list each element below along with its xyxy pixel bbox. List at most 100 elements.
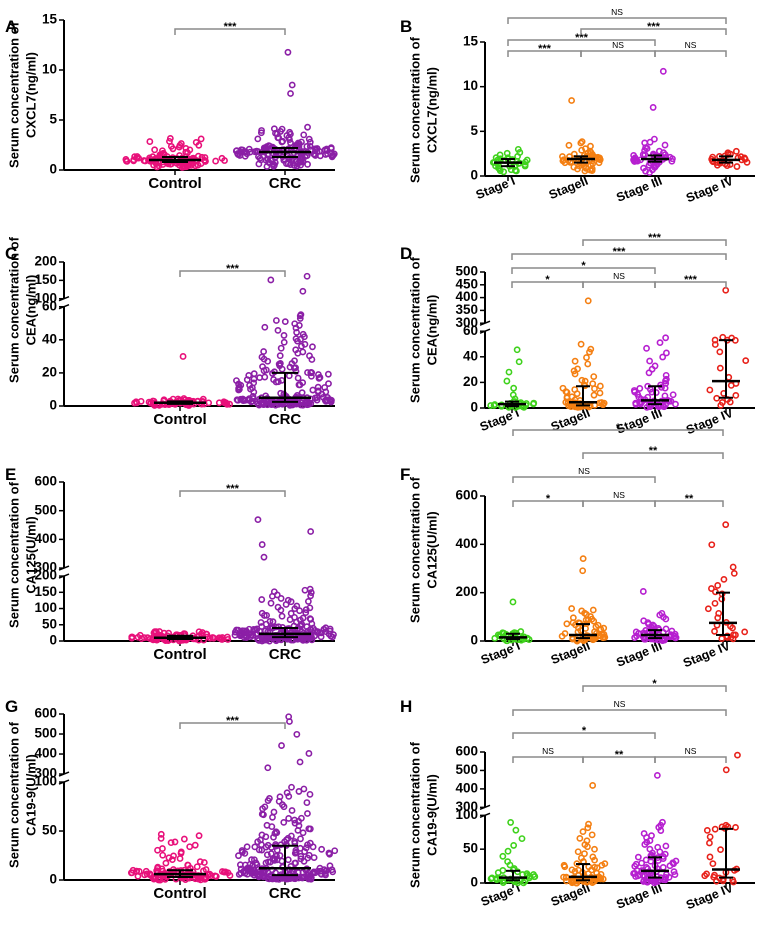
data-point bbox=[157, 830, 165, 838]
data-point bbox=[129, 866, 137, 874]
x-tick-label: Stage III bbox=[614, 406, 664, 437]
y-tick-label: 5 bbox=[470, 123, 478, 138]
data-point bbox=[659, 863, 667, 871]
data-point bbox=[281, 318, 289, 326]
bracket-line bbox=[654, 50, 727, 57]
significance-bracket: * bbox=[582, 678, 727, 692]
data-point bbox=[671, 871, 679, 879]
y-tick-label: 600 bbox=[34, 706, 57, 721]
data-point bbox=[215, 634, 223, 642]
series-stage-iii bbox=[630, 67, 676, 176]
data-point bbox=[662, 371, 670, 379]
data-point bbox=[304, 810, 311, 817]
data-point bbox=[251, 843, 259, 851]
data-point bbox=[737, 153, 745, 161]
data-point bbox=[285, 713, 293, 721]
data-point bbox=[568, 97, 576, 104]
series-stageii bbox=[560, 782, 609, 887]
series-stage-iv bbox=[706, 286, 750, 409]
y-axis-title-line2: CA19-9(U/ml) bbox=[424, 774, 439, 856]
y-tick-label: 10 bbox=[463, 78, 478, 93]
data-point bbox=[571, 386, 579, 393]
y-axis-title-line2: CA125(U/ml) bbox=[23, 516, 38, 593]
data-point bbox=[715, 609, 723, 617]
y-tick-label: 100 bbox=[34, 774, 57, 789]
data-point bbox=[646, 138, 654, 146]
data-point bbox=[171, 838, 179, 846]
data-point bbox=[306, 352, 313, 360]
data-point bbox=[261, 323, 269, 331]
data-point bbox=[267, 599, 275, 607]
significance-bracket: *** bbox=[179, 715, 286, 729]
y-tick-label: 100 bbox=[455, 807, 478, 822]
y-tick-label: 300 bbox=[455, 799, 478, 814]
data-point bbox=[300, 131, 308, 139]
data-point bbox=[206, 870, 214, 878]
data-point bbox=[157, 834, 165, 842]
data-point bbox=[267, 850, 275, 858]
significance-bracket: * bbox=[511, 274, 584, 288]
data-point bbox=[298, 138, 305, 146]
data-point bbox=[243, 843, 251, 851]
y-axis-title: Serum concentration of CA19-9(U/ml) bbox=[407, 741, 439, 888]
data-point bbox=[133, 867, 140, 875]
y-axis-title: Serum concentration of CEA(ng/ml) bbox=[407, 256, 439, 403]
data-point bbox=[297, 311, 305, 319]
data-point bbox=[166, 134, 174, 142]
data-point bbox=[716, 348, 724, 356]
significance-label: NS bbox=[685, 746, 697, 756]
data-point bbox=[503, 377, 511, 385]
data-point bbox=[653, 771, 661, 779]
significance-label: NS bbox=[578, 466, 590, 476]
data-point bbox=[128, 633, 136, 641]
y-tick-label: 40 bbox=[463, 348, 478, 363]
panel-label: D bbox=[400, 244, 412, 263]
data-point bbox=[646, 357, 654, 365]
significance-label: * bbox=[616, 422, 621, 434]
data-point bbox=[278, 376, 286, 384]
data-point bbox=[577, 340, 585, 348]
data-point bbox=[291, 320, 299, 328]
data-point bbox=[191, 841, 199, 849]
data-point bbox=[280, 338, 288, 346]
data-point bbox=[194, 152, 202, 160]
data-point bbox=[316, 864, 324, 872]
data-point bbox=[496, 151, 504, 159]
x-tick-label: Control bbox=[153, 411, 206, 428]
data-point bbox=[517, 628, 525, 635]
significance-bracket: *** bbox=[507, 43, 582, 57]
series-crc bbox=[235, 713, 339, 883]
data-point bbox=[259, 363, 266, 371]
data-point bbox=[291, 357, 298, 365]
y-axis-title: Serum concentration of CA125(U/ml) bbox=[407, 476, 439, 623]
series-stage-i bbox=[487, 346, 538, 411]
data-point bbox=[287, 832, 295, 840]
significance-label: ** bbox=[685, 493, 694, 505]
data-point bbox=[269, 813, 276, 821]
data-point bbox=[276, 793, 284, 801]
data-point bbox=[640, 830, 648, 837]
data-point bbox=[649, 104, 657, 111]
significance-label: *** bbox=[538, 43, 552, 55]
data-point bbox=[131, 153, 139, 161]
data-point bbox=[220, 398, 228, 406]
data-point bbox=[487, 402, 495, 409]
data-point bbox=[720, 575, 728, 583]
data-point bbox=[300, 785, 308, 793]
bracket-line bbox=[582, 281, 656, 288]
data-point bbox=[325, 380, 332, 388]
data-point bbox=[706, 839, 713, 847]
series-stageii bbox=[558, 555, 609, 645]
bracket-line bbox=[179, 490, 286, 497]
data-point bbox=[584, 824, 592, 832]
data-point bbox=[641, 139, 649, 147]
data-point bbox=[288, 807, 296, 814]
panel-label: G bbox=[5, 697, 18, 716]
data-point bbox=[669, 391, 677, 399]
data-point bbox=[709, 860, 717, 868]
data-point bbox=[296, 758, 304, 766]
data-point bbox=[589, 853, 597, 861]
significance-label: NS bbox=[685, 40, 697, 50]
